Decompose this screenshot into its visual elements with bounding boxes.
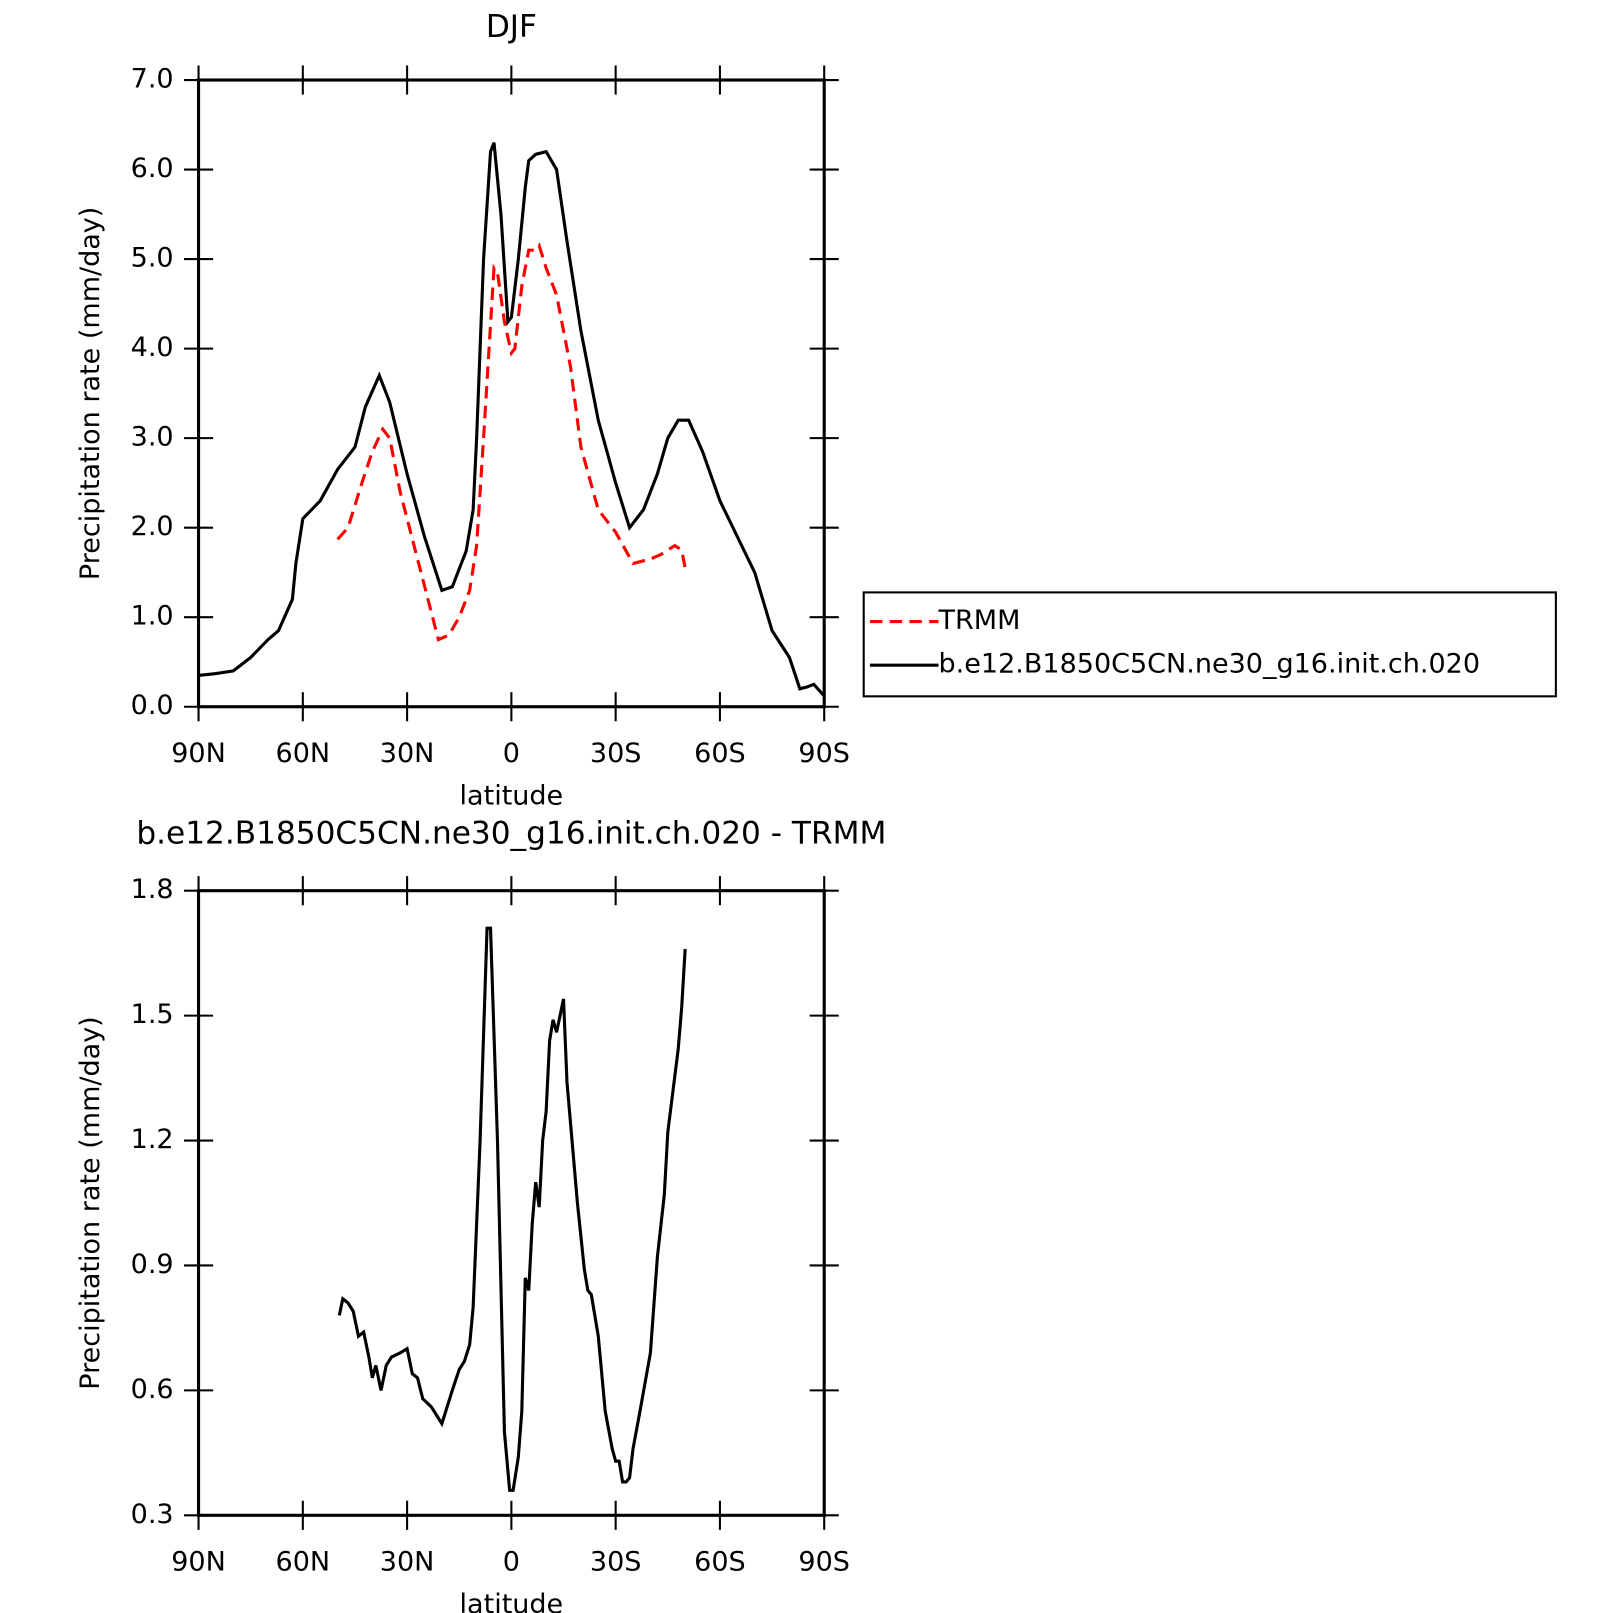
y-tick-label: 0.6	[131, 1374, 174, 1405]
y-tick-label: 7.0	[131, 64, 174, 95]
y-tick-label: 4.0	[131, 332, 174, 363]
x-tick-label: 60N	[276, 738, 331, 769]
legend-box	[862, 591, 1557, 698]
y-tick-label: 0.9	[131, 1249, 174, 1280]
legend-label: TRMM	[938, 605, 1021, 636]
data-line	[337, 926, 687, 1492]
y-tick-label: 3.0	[131, 422, 174, 453]
legend-label: b.e12.B1850C5CN.ne30_g16.init.ch.020	[939, 649, 1481, 680]
y-tick-label: 2.0	[131, 511, 174, 542]
x-tick-label: 90S	[798, 1547, 850, 1578]
y-tick-label: 1.5	[131, 999, 174, 1030]
plot-frame	[196, 889, 826, 1517]
x-tick-label: 30S	[590, 1547, 642, 1578]
x-tick-label: 0	[503, 1547, 520, 1578]
x-axis-label: latitude	[460, 1589, 564, 1613]
x-tick-label: 60S	[694, 1547, 746, 1578]
x-tick-label: 90N	[171, 738, 226, 769]
y-axis-label: Precipitation rate (mm/day)	[75, 207, 106, 580]
x-axis-label: latitude	[460, 781, 564, 812]
chart-title: b.e12.B1850C5CN.ne30_g16.init.ch.020 - T…	[136, 816, 886, 852]
y-tick-label: 0.0	[131, 690, 174, 721]
y-tick-label: 1.0	[131, 601, 174, 632]
y-tick-label: 5.0	[131, 243, 174, 274]
y-tick-label: 1.2	[131, 1124, 174, 1155]
y-axis-label: Precipitation rate (mm/day)	[75, 1016, 106, 1389]
x-tick-label: 90S	[798, 738, 850, 769]
x-tick-label: 30N	[380, 738, 435, 769]
y-tick-label: 0.3	[131, 1499, 174, 1530]
data-line	[336, 242, 687, 642]
y-tick-label: 1.8	[131, 874, 174, 905]
y-tick-label: 6.0	[131, 153, 174, 184]
x-tick-label: 30N	[380, 1547, 435, 1578]
chart-title: DJF	[486, 9, 537, 45]
x-tick-label: 90N	[171, 1547, 226, 1578]
x-tick-label: 60S	[694, 738, 746, 769]
x-tick-label: 0	[503, 738, 520, 769]
plot-frame	[196, 78, 826, 709]
x-tick-label: 30S	[590, 738, 642, 769]
x-tick-label: 60N	[276, 1547, 331, 1578]
data-line	[198, 142, 826, 698]
